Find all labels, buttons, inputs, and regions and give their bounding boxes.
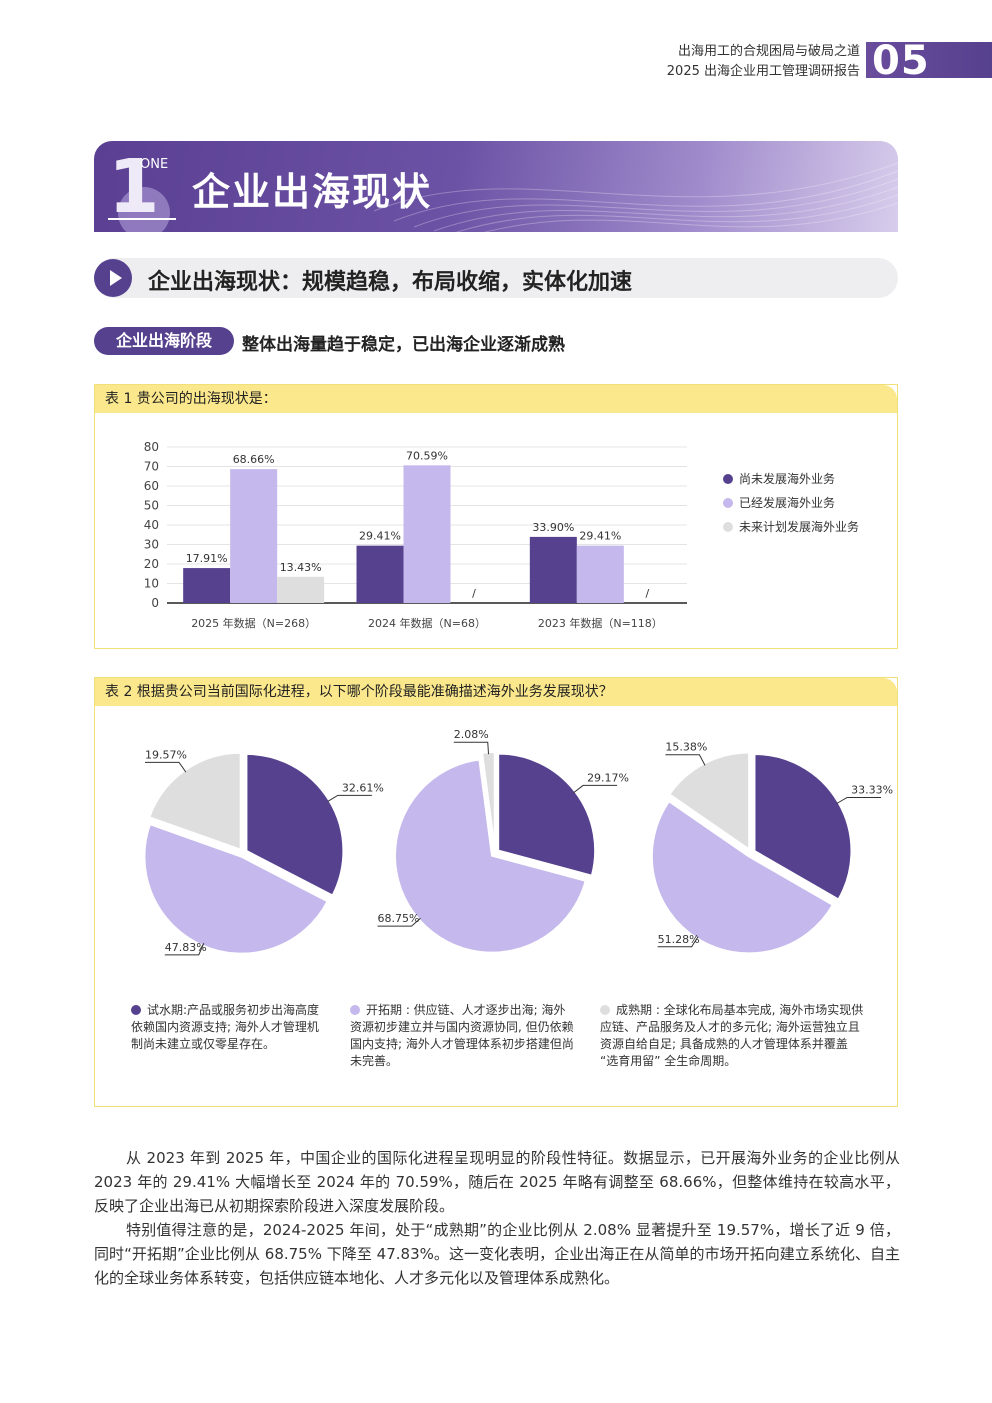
legend-dot-gray [600, 1005, 610, 1015]
slice-label: 68.75% [378, 912, 420, 925]
pie-legend-expansion-text: 开拓期 : 供应链、人才逐步出海; 海外资源初步建立并与国内资源协同, 但仍依赖… [350, 1003, 574, 1068]
leader-line [377, 917, 421, 927]
table1-panel: 表 1 贵公司的出海现状是： 0 10 20 30 40 50 60 70 80 17.91% 68… [94, 384, 898, 649]
data-label: 17.91% [186, 552, 228, 565]
legend-dot [723, 522, 733, 532]
chapter-number: 1 [108, 144, 160, 230]
chapter-underline [108, 218, 176, 220]
leader-line [453, 741, 490, 755]
bar [403, 465, 451, 603]
leader-line [665, 754, 706, 766]
data-label: / [472, 587, 476, 600]
report-header: 出海用工的合规困局与破局之道 2025 出海企业用工管理调研报告 [667, 42, 860, 82]
data-label: 29.41% [579, 530, 621, 543]
section-title: 企业出海现状：规模趋稳，布局收缩，实体化加速 [148, 270, 633, 295]
chapter-banner: 1 ONE 企业出海现状 [94, 141, 898, 232]
bar-chart: 0 10 20 30 40 50 60 70 80 17.91% 68.66% 13.43% 2025 … [144, 440, 859, 630]
y-tick-label: 80 [144, 440, 159, 454]
y-tick-label: 10 [144, 577, 159, 591]
play-triangle-icon [110, 270, 122, 286]
section-heading-bar [94, 258, 898, 298]
body-paragraph-1: 从 2023 年到 2025 年，中国企业的国际化进程呈现明显的阶段性特征。数据… [94, 1149, 900, 1215]
y-tick-label: 50 [144, 499, 159, 513]
data-label: 33.90% [532, 521, 574, 534]
data-label: 29.41% [359, 530, 401, 543]
page-number: 05 [866, 41, 992, 81]
y-tick-label: 20 [144, 557, 159, 571]
pie-legend-expansion: 开拓期 : 供应链、人才逐步出海; 海外资源初步建立并与国内资源协同, 但仍依赖… [350, 1002, 574, 1070]
table2-title: 表 2 根据贵公司当前国际化进程，以下哪个阶段最能准确描述海外业务发展现状？ [95, 678, 897, 706]
pie-legend-trial: 试水期:产品或服务初步出海高度依赖国内资源支持; 海外人才管理机制尚未建立或仅零… [131, 1002, 325, 1053]
slice-label: 51.28% [658, 933, 700, 946]
y-tick-label: 70 [144, 460, 159, 474]
legend-label: 尚未发展海外业务 [739, 471, 835, 486]
leader-line [836, 797, 882, 804]
leader-line [144, 761, 187, 773]
slice-label: 29.17% [587, 771, 629, 784]
slice-label: 33.33% [851, 784, 893, 797]
slice-label: 19.57% [145, 748, 187, 761]
subsection-subtitle: 整体出海量趋于稳定，已出海企业逐渐成熟 [242, 335, 565, 355]
leader-line [164, 943, 205, 956]
header-line-2: 2025 出海企业用工管理调研报告 [666, 64, 860, 79]
y-tick-label: 60 [144, 479, 159, 493]
data-label: / [645, 587, 649, 600]
legend-dot-dark [131, 1005, 141, 1015]
slice-label: 2.08% [454, 728, 489, 741]
y-tick-label: 30 [144, 538, 159, 552]
bar [230, 469, 278, 603]
bar [356, 545, 404, 603]
leader-line [327, 794, 372, 802]
body-text: 从 2023 年到 2025 年，中国企业的国际化进程呈现明显的阶段性特征。数据… [94, 1146, 900, 1290]
legend-label: 未来计划发展海外业务 [739, 519, 859, 534]
x-tick-label: 2023 年数据（N=118） [538, 616, 663, 630]
chapter-number-word: ONE [140, 157, 169, 172]
pie-slice [497, 752, 597, 877]
bar [277, 576, 325, 603]
leader-line [573, 784, 618, 794]
pie-charts: 32.61%47.83%19.57%2025 年数据（N=184）29.17%6… [143, 728, 893, 956]
legend-dot-light [350, 1005, 360, 1015]
table2-panel: 表 2 根据贵公司当前国际化进程，以下哪个阶段最能准确描述海外业务发展现状？ 3… [94, 677, 898, 1107]
data-label: 70.59% [406, 449, 448, 462]
y-tick-label: 0 [151, 596, 159, 610]
legend-dot [723, 474, 733, 484]
header-line-1: 出海用工的合规困局与破局之道 [677, 44, 860, 59]
body-paragraph-2: 特别值得注意的是，2024-2025 年间，处于“成熟期”的企业比例从 2.08… [94, 1221, 900, 1287]
bar [529, 536, 577, 603]
legend-label: 已经发展海外业务 [739, 495, 835, 510]
y-tick-label: 40 [144, 518, 159, 532]
slice-label: 32.61% [342, 781, 384, 794]
chapter-title: 企业出海现状 [192, 170, 433, 214]
pie-legend-trial-text: 试水期:产品或服务初步出海高度依赖国内资源支持; 海外人才管理机制尚未建立或仅零… [131, 1003, 320, 1051]
table1-title: 表 1 贵公司的出海现状是： [95, 385, 897, 413]
bar [183, 568, 231, 603]
data-label: 68.66% [233, 453, 275, 466]
pie-legend-mature: 成熟期 : 全球化布局基本完成, 海外市场实现供应链、产品服务及人才的多元化; … [600, 1002, 864, 1070]
legend-dot [723, 498, 733, 508]
subsection-tag: 企业出海阶段 [94, 327, 234, 355]
data-label: 13.43% [280, 561, 322, 574]
wave-decoration [118, 162, 898, 232]
x-tick-label: 2025 年数据（N=268） [191, 616, 316, 630]
slice-label: 47.83% [165, 941, 207, 954]
slice-label: 15.38% [665, 741, 707, 754]
leader-line [657, 936, 699, 948]
x-tick-label: 2024 年数据（N=68） [368, 616, 486, 630]
bar [576, 545, 624, 603]
pie-legend-mature-text: 成熟期 : 全球化布局基本完成, 海外市场实现供应链、产品服务及人才的多元化; … [600, 1003, 864, 1068]
